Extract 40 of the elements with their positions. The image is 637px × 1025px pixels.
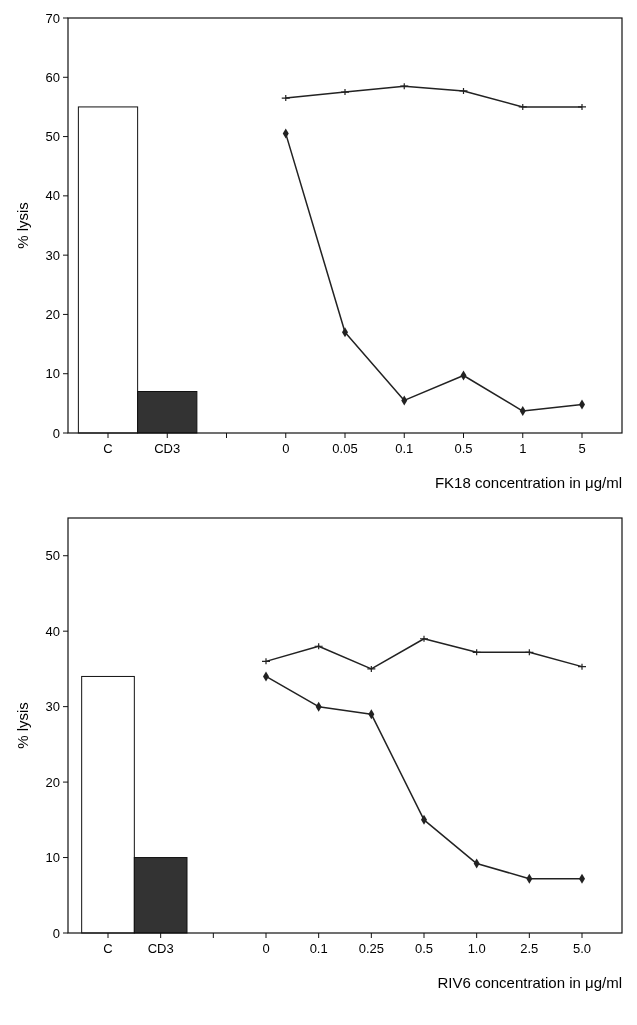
x-tick-label: 1.0 (467, 941, 486, 956)
x-tick-label: 0.5 (454, 441, 473, 456)
x-tick-label: CD3 (147, 941, 174, 956)
y-tick-label: 30 (45, 247, 60, 263)
x-tick-label: 0.1 (309, 941, 328, 956)
x-tick-label: 0.5 (414, 941, 434, 956)
point (340, 88, 350, 96)
y-tick-label: 20 (45, 306, 60, 322)
x-tick-label: 0.05 (332, 441, 358, 456)
y-tick-label: 30 (45, 699, 60, 715)
point (419, 635, 429, 643)
x-tick-label: C (103, 441, 113, 456)
y-axis-title: % lysis (14, 702, 31, 749)
x-axis-title: RIV6 concentration in μg/ml (437, 974, 622, 991)
y-tick-label: 50 (45, 548, 60, 564)
x-tick-label: 2.5 (520, 941, 539, 956)
x-tick-label: 0.25 (358, 941, 384, 956)
x-tick-label: CD3 (154, 441, 181, 456)
point (366, 665, 376, 673)
x-tick-label: 1 (519, 441, 527, 456)
x-tick-label: 0 (262, 941, 270, 956)
y-tick-label: 40 (45, 188, 60, 204)
y-tick-label: 70 (45, 10, 60, 26)
y-tick-label: 0 (52, 925, 60, 941)
y-axis-title: % lysis (14, 202, 31, 249)
x-tick-label: 5 (578, 441, 586, 456)
point (518, 103, 528, 111)
y-tick-label: 10 (45, 850, 60, 866)
x-axis-title: FK18 concentration in μg/ml (434, 474, 622, 491)
y-tick-label: 0 (52, 425, 60, 441)
y-tick-label: 40 (45, 623, 60, 639)
y-tick-label: 10 (45, 366, 60, 382)
y-tick-label: 50 (45, 129, 60, 145)
y-tick-label: 20 (45, 774, 60, 790)
x-tick-label: 0.1 (395, 441, 414, 456)
y-tick-label: 60 (45, 69, 60, 85)
point (458, 87, 469, 95)
x-tick-label: C (103, 941, 113, 956)
x-tick-label: 5.0 (572, 941, 592, 956)
x-tick-label: 0 (282, 441, 290, 456)
